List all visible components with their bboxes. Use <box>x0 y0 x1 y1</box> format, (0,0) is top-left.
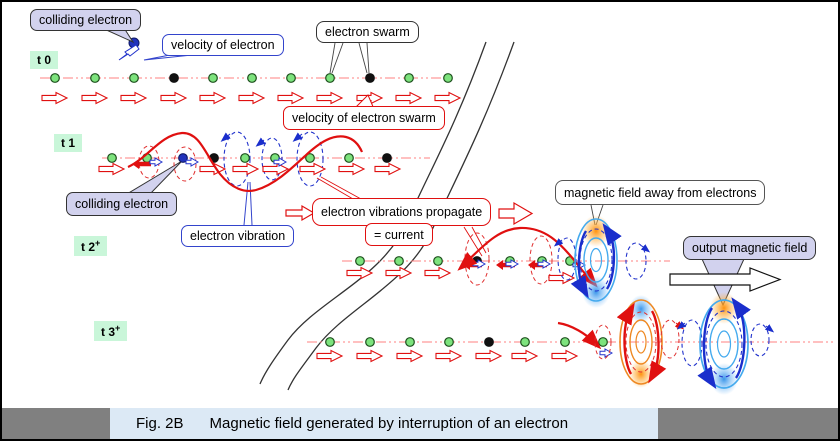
electron <box>247 73 257 83</box>
callout-electron-swarm: electron swarm <box>316 21 419 43</box>
callout-text: electron vibrations propagate <box>321 205 483 219</box>
field-glow-orange <box>629 360 653 388</box>
callout-text: colliding electron <box>75 197 169 211</box>
electron <box>129 73 139 83</box>
field-glow-blue <box>582 276 610 308</box>
electron-interrupted <box>365 73 375 83</box>
electron <box>365 337 375 347</box>
figure-title: Magnetic field generated by interruption… <box>209 415 569 432</box>
time-marker-t2: t 2+ <box>74 236 108 256</box>
callout-text: velocity of electron <box>171 38 275 52</box>
electron <box>444 337 454 347</box>
electron <box>240 153 250 163</box>
time-marker-t3: t 3+ <box>94 321 128 341</box>
time-marker-t1: t 1 <box>54 134 83 152</box>
callout-text: colliding electron <box>39 13 133 27</box>
output-direction-arrow-icon <box>669 267 782 292</box>
callout-pointers <box>101 27 745 307</box>
electron-interrupted <box>484 337 494 347</box>
field-glow-orange <box>710 292 738 324</box>
electron <box>286 73 296 83</box>
vibration-wave-t1 <box>127 131 364 192</box>
electron <box>355 256 365 266</box>
magnetic-field-ring-orange-t3 <box>594 295 685 388</box>
electron <box>560 337 570 347</box>
electron-row-t3 <box>307 321 834 363</box>
electron <box>394 256 404 266</box>
velocity-arrows <box>316 349 578 363</box>
callout-electron-vibration: electron vibration <box>181 225 295 247</box>
callout-text: = current <box>374 227 424 242</box>
caption: Fig. 2B Magnetic field generated by inte… <box>110 408 658 439</box>
caption-bar: Fig. 2B Magnetic field generated by inte… <box>2 408 838 439</box>
electron <box>90 73 100 83</box>
electron <box>107 153 117 163</box>
velocity-arrows <box>41 91 461 105</box>
callout-electron-vibrations-propagate: electron vibrations propagate <box>312 198 492 226</box>
small-velocity-arrow-icon <box>149 157 163 167</box>
callout-current: = current <box>365 223 433 246</box>
electron-row-t0 <box>40 73 461 105</box>
callout-velocity-of-electron: velocity of electron <box>162 34 284 56</box>
electron <box>344 153 354 163</box>
figure-number: Fig. 2B <box>136 415 184 432</box>
electron <box>405 337 415 347</box>
callout-colliding-electron-top: colliding electron <box>30 9 142 31</box>
electron-interrupted <box>169 73 179 83</box>
vibration-wave-t3 <box>557 321 602 350</box>
callout-velocity-of-electron-swarm: velocity of electron swarm <box>283 106 445 130</box>
electron <box>208 73 218 83</box>
callout-text: electron swarm <box>325 25 410 39</box>
time-marker-text: t 2 <box>81 240 96 254</box>
electron-interrupted <box>382 153 392 163</box>
time-marker-sup: + <box>95 238 101 248</box>
boundary-curves <box>259 41 515 391</box>
electron <box>404 73 414 83</box>
callout-colliding-electron: colliding electron <box>66 192 178 216</box>
electron <box>443 73 453 83</box>
callout-text: velocity of electron swarm <box>292 111 436 125</box>
callout-magnetic-field-away: magnetic field away from electrons <box>555 180 766 205</box>
electron <box>520 337 530 347</box>
callout-text: magnetic field away from electrons <box>564 185 757 200</box>
electron <box>433 256 443 266</box>
field-glow-blue <box>710 363 738 395</box>
time-marker-sup: + <box>115 323 121 333</box>
callout-text: output magnetic field <box>692 241 808 255</box>
electron <box>50 73 60 83</box>
callout-output-magnetic-field: output magnetic field <box>683 236 817 260</box>
time-marker-text: t 0 <box>37 53 52 67</box>
velocity-arrows <box>346 266 575 285</box>
time-marker-text: t 3 <box>101 325 116 339</box>
electron <box>325 73 335 83</box>
time-marker-t0: t 0 <box>30 51 59 69</box>
time-marker-text: t 1 <box>61 136 76 150</box>
electron <box>598 337 608 347</box>
electron-velocity-arrow-icon <box>118 44 140 61</box>
diagram-canvas: .eg{fill:#7de37d;stroke:#1c4f1c}.ebk{fil… <box>40 27 834 395</box>
propagate-arrow-icons <box>285 201 534 226</box>
electron-row-t1 <box>98 131 430 192</box>
callout-text: electron vibration <box>190 229 286 243</box>
electron <box>325 337 335 347</box>
incoming-colliding-electron <box>118 37 140 61</box>
magnetic-field-ring-output-t3 <box>676 292 775 395</box>
magnetic-field-ring-t2 <box>553 215 651 308</box>
